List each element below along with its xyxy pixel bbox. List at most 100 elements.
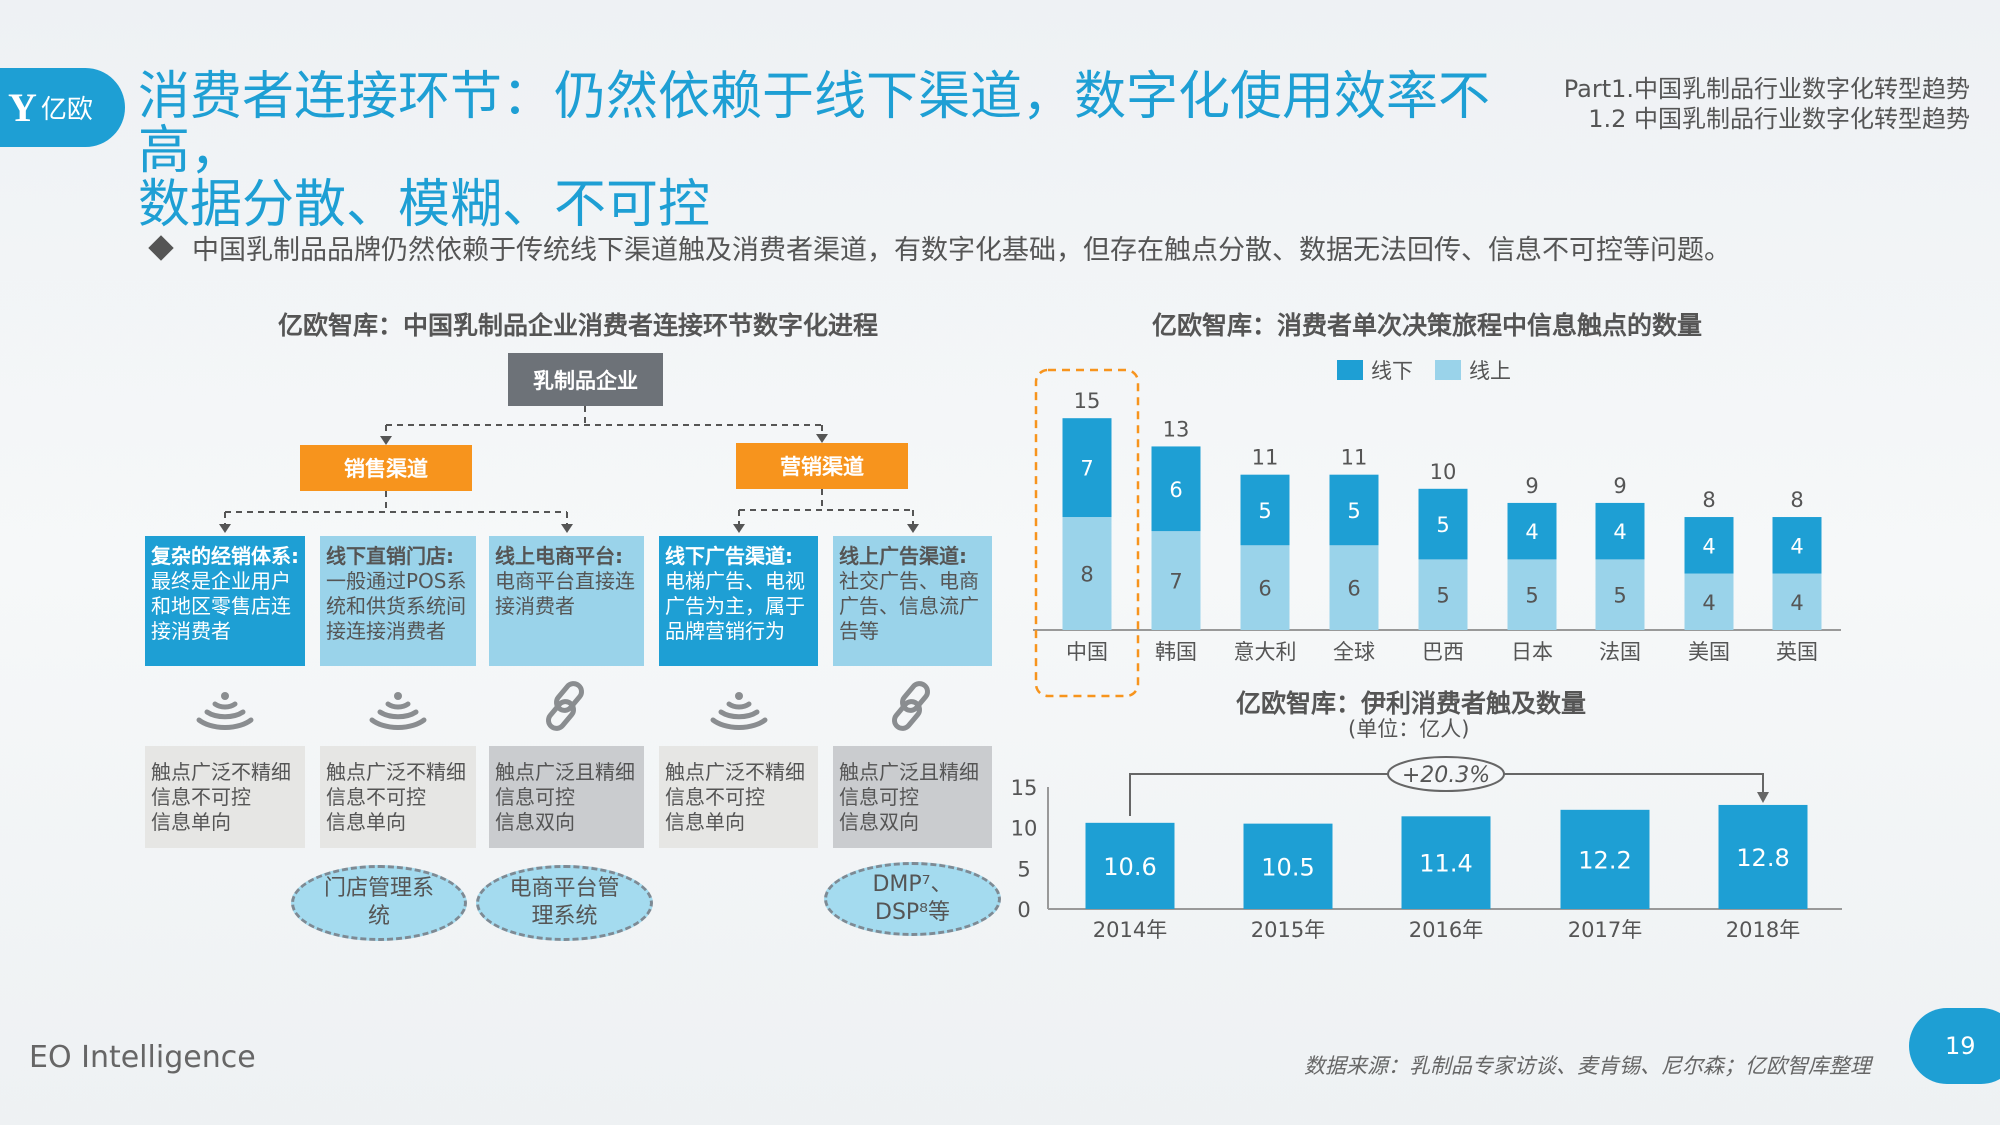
channel-description: 社交广告、电商广告、信息流广告等 bbox=[839, 569, 979, 643]
touchpoint-box: 触点广泛且精细 信息可控 信息双向 bbox=[489, 746, 644, 848]
channel-heading: 线上电商平台: bbox=[495, 544, 623, 568]
category-label: 巴西 bbox=[1422, 640, 1464, 664]
channel-box: 线下直销门店:一般通过POS系统和供货系统间接连接消费者 bbox=[320, 536, 476, 666]
touchpoint-trait: 信息单向 bbox=[665, 810, 745, 834]
part-label: Part1.中国乳制品行业数字化转型趋势 bbox=[1563, 75, 1970, 103]
marketing-channel-node: 营销渠道 bbox=[736, 443, 908, 489]
reach-chart-title: 亿欧智库：伊利消费者触及数量 bbox=[1236, 689, 1587, 718]
total-label: 9 bbox=[1613, 474, 1626, 498]
section-label: Part1.中国乳制品行业数字化转型趋势 1.2 中国乳制品行业数字化转型趋势 bbox=[1564, 74, 1970, 134]
y-tick-label: 10 bbox=[1011, 817, 1038, 841]
touchpoint-trait: 信息不可控 bbox=[151, 785, 251, 809]
subsection-label: 1.2 中国乳制品行业数字化转型趋势 bbox=[1588, 105, 1970, 133]
touchpoint-box: 触点广泛不精细 信息不可控 信息单向 bbox=[659, 746, 818, 848]
bar-segment-offline bbox=[1240, 474, 1290, 546]
touchpoint-box: 触点广泛且精细 信息可控 信息双向 bbox=[833, 746, 992, 848]
y-tick-label: 15 bbox=[1011, 776, 1038, 800]
title-line-2: 数据分散、模糊、不可控 bbox=[138, 175, 711, 235]
page-title: 消费者连接环节：仍然依赖于线下渠道，数字化使用效率不高， 数据分散、模糊、不可控 bbox=[138, 70, 1558, 232]
touchpoint-trait: 信息双向 bbox=[495, 810, 575, 834]
bar-segment-online bbox=[1507, 559, 1557, 630]
diagram-title: 亿欧智库：中国乳制品企业消费者连接环节数字化进程 bbox=[278, 311, 879, 340]
root-node: 乳制品企业 bbox=[508, 353, 663, 406]
legend-swatch bbox=[1435, 360, 1461, 380]
channel-description: 电梯广告、电视广告为主，属于品牌营销行为 bbox=[665, 569, 805, 643]
category-label: 英国 bbox=[1776, 640, 1818, 664]
highlight-box bbox=[1034, 368, 1140, 698]
touchpoint-chart-title: 亿欧智库：消费者单次决策旅程中信息触点的数量 bbox=[1152, 311, 1703, 340]
bar-segment-offline bbox=[1418, 488, 1468, 560]
channel-description: 一般通过POS系统和供货系统间接连接消费者 bbox=[326, 569, 467, 643]
data-label: 10.5 bbox=[1261, 853, 1314, 881]
touchpoint-trait: 信息不可控 bbox=[326, 785, 426, 809]
category-label: 美国 bbox=[1688, 640, 1730, 664]
bar-segment-online bbox=[1329, 545, 1379, 630]
legend-label: 线下 bbox=[1371, 359, 1413, 383]
bar-segment-online bbox=[1684, 573, 1734, 630]
category-label: 2017年 bbox=[1568, 918, 1642, 942]
data-label: 8 bbox=[1080, 563, 1093, 587]
data-label: 5 bbox=[1525, 584, 1538, 608]
logo-text: 亿欧 bbox=[40, 95, 93, 125]
data-label: 4 bbox=[1790, 591, 1803, 615]
data-label: 6 bbox=[1258, 577, 1271, 601]
data-label: 12.8 bbox=[1736, 844, 1789, 872]
channel-heading: 线下广告渠道: bbox=[665, 544, 793, 568]
total-label: 8 bbox=[1702, 488, 1715, 512]
system-ellipse: DMP⁷、DSP⁸等 bbox=[824, 862, 1001, 936]
total-label: 13 bbox=[1163, 417, 1190, 441]
growth-label: +20.3% bbox=[1402, 763, 1490, 788]
data-label: 5 bbox=[1436, 584, 1449, 608]
reach-chart: 0 5 10 15 10.6 2014年 10.5 2015年 11.4 2016年 12.2 201… bbox=[1011, 756, 1842, 942]
diagram-connectors bbox=[219, 406, 919, 533]
link-icon bbox=[881, 676, 945, 736]
bar bbox=[1718, 804, 1808, 909]
data-label: 5 bbox=[1613, 584, 1626, 608]
category-label: 日本 bbox=[1511, 640, 1553, 664]
bar-segment-online bbox=[1240, 545, 1290, 630]
category-label: 2018年 bbox=[1726, 918, 1800, 942]
signal-icon bbox=[707, 676, 771, 736]
touchpoint-trait: 信息可控 bbox=[495, 785, 575, 809]
y-tick-label: 5 bbox=[1017, 857, 1030, 881]
channel-heading: 复杂的经销体系: bbox=[151, 544, 299, 568]
category-label: 2015年 bbox=[1251, 918, 1325, 942]
arrow-head-icon bbox=[1757, 792, 1769, 803]
data-label: 6 bbox=[1169, 478, 1182, 502]
data-label: 5 bbox=[1347, 499, 1360, 523]
sales-channel-node: 销售渠道 bbox=[300, 445, 472, 491]
bar-segment-offline bbox=[1062, 418, 1112, 518]
touchpoint-box: 触点广泛不精细 信息不可控 信息单向 bbox=[320, 746, 476, 848]
total-label: 9 bbox=[1525, 474, 1538, 498]
link-icon bbox=[535, 676, 599, 736]
category-label: 2016年 bbox=[1409, 918, 1483, 942]
reach-chart-subtitle: (单位：亿人) bbox=[1348, 717, 1470, 741]
data-label: 4 bbox=[1702, 591, 1715, 615]
bar-segment-online bbox=[1418, 559, 1468, 630]
data-label: 12.2 bbox=[1578, 846, 1631, 874]
channel-heading: 线上广告渠道: bbox=[839, 544, 967, 568]
bar bbox=[1560, 809, 1650, 909]
bullet-point: 中国乳制品品牌仍然依赖于传统线下渠道触及消费者渠道，有数字化基础，但存在触点分散… bbox=[148, 228, 1731, 267]
data-label: 4 bbox=[1790, 534, 1803, 558]
data-label: 7 bbox=[1169, 570, 1182, 594]
channel-box: 线下广告渠道:电梯广告、电视广告为主，属于品牌营销行为 bbox=[659, 536, 818, 666]
data-label: 7 bbox=[1080, 457, 1093, 481]
legend-swatch bbox=[1337, 360, 1363, 380]
touchpoint-trait: 信息双向 bbox=[839, 810, 919, 834]
bar-segment-online bbox=[1062, 517, 1112, 630]
footer-brand: EO Intelligence bbox=[29, 1040, 256, 1075]
touchpoint-trait: 触点广泛不精细 bbox=[151, 760, 291, 784]
total-label: 11 bbox=[1341, 446, 1368, 470]
total-label: 11 bbox=[1252, 446, 1279, 470]
bar-segment-offline bbox=[1595, 502, 1645, 560]
data-label: 11.4 bbox=[1419, 850, 1472, 878]
signal-icon bbox=[366, 676, 430, 736]
data-label: 5 bbox=[1258, 499, 1271, 523]
category-label: 2014年 bbox=[1093, 918, 1167, 942]
growth-badge bbox=[1387, 756, 1505, 792]
bullet-text: 中国乳制品品牌仍然依赖于传统线下渠道触及消费者渠道，有数字化基础，但存在触点分散… bbox=[192, 235, 1731, 266]
touchpoint-trait: 触点广泛且精细 bbox=[495, 760, 635, 784]
logo: Y 亿欧 bbox=[0, 68, 125, 147]
channel-box: 线上广告渠道:社交广告、电商广告、信息流广告等 bbox=[833, 536, 992, 666]
